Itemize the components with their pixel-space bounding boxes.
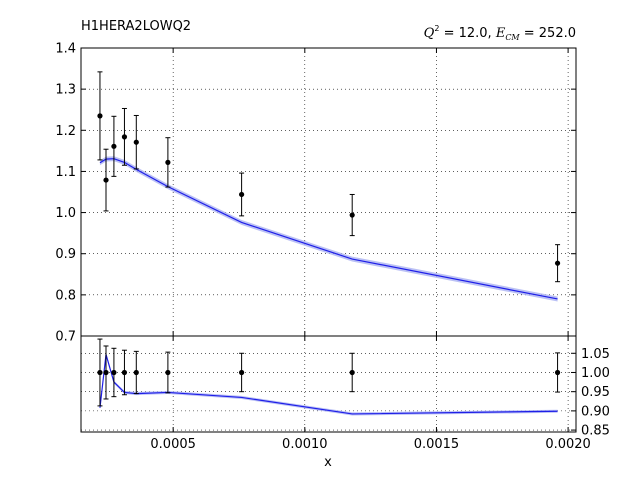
ratio-data-point-8 <box>554 369 561 376</box>
top-data-point-4 <box>133 139 139 145</box>
top-ytick-label-0: 0.7 <box>55 330 76 345</box>
top-data-point-7 <box>349 212 355 218</box>
top-data-point-2 <box>111 143 117 149</box>
top-data-point-8 <box>554 260 561 266</box>
ratio-data-point-5 <box>165 369 171 376</box>
top-ytick-label-1: 0.8 <box>55 288 76 303</box>
q2-value: = 12.0, <box>439 26 495 41</box>
top-data-point-5 <box>165 159 171 165</box>
xtick-label-0: 0.0005 <box>150 437 196 452</box>
top-ytick-label-6: 1.3 <box>55 83 76 98</box>
ratio-data-point-6 <box>239 369 245 376</box>
ratio-ytick-label-3: 1.00 <box>581 366 610 381</box>
ecm-subscript: CM <box>505 33 520 42</box>
kinematics-label: Q2 = 12.0, ECM = 252.0 <box>424 24 576 42</box>
top-ytick-label-5: 1.2 <box>55 124 76 139</box>
ratio-data-point-2 <box>111 369 117 376</box>
xtick-label-1: 0.0010 <box>282 437 328 452</box>
chart-title: H1HERA2LOWQ2 <box>81 19 191 34</box>
top-data-point-3 <box>121 134 128 140</box>
xtick-label-2: 0.0015 <box>414 437 460 452</box>
q2-superscript: 2 <box>434 24 439 33</box>
top-ytick-label-2: 0.9 <box>55 247 76 262</box>
x-axis-label: x <box>324 455 332 470</box>
ratio-ytick-label-0: 0.85 <box>581 424 610 439</box>
ratio-frame <box>80 335 577 433</box>
top-ytick-label-3: 1.0 <box>55 206 76 221</box>
top-data-point-1 <box>103 177 109 183</box>
ratio-panel: 0.85 0.90 0.95 1.00 1.05 0.0005 0.0010 0.0015 0.… <box>80 335 610 452</box>
top-ytick-label-7: 1.4 <box>55 42 76 57</box>
ratio-ytick-label-1: 0.90 <box>581 404 610 419</box>
ecm-symbol: E <box>495 26 506 41</box>
top-data-point-6 <box>239 191 245 198</box>
ratio-data-point-7 <box>349 369 355 376</box>
q2-symbol: Q <box>424 26 435 41</box>
xtick-label-3: 0.0020 <box>545 437 591 452</box>
ecm-value: = 252.0 <box>520 26 576 41</box>
ratio-data-point-1 <box>103 369 109 376</box>
ratio-data-point-0 <box>97 369 103 376</box>
main-panel: 0.7 0.8 0.9 1.0 1.1 1.2 1.3 1.4 <box>55 42 577 345</box>
ratio-ytick-label-4: 1.05 <box>581 347 610 362</box>
top-data-point-0 <box>97 113 103 119</box>
ratio-data-point-3 <box>121 369 128 376</box>
ratio-data-point-4 <box>133 369 139 376</box>
top-ytick-label-4: 1.1 <box>55 165 76 180</box>
ratio-ytick-label-2: 0.95 <box>581 385 610 400</box>
